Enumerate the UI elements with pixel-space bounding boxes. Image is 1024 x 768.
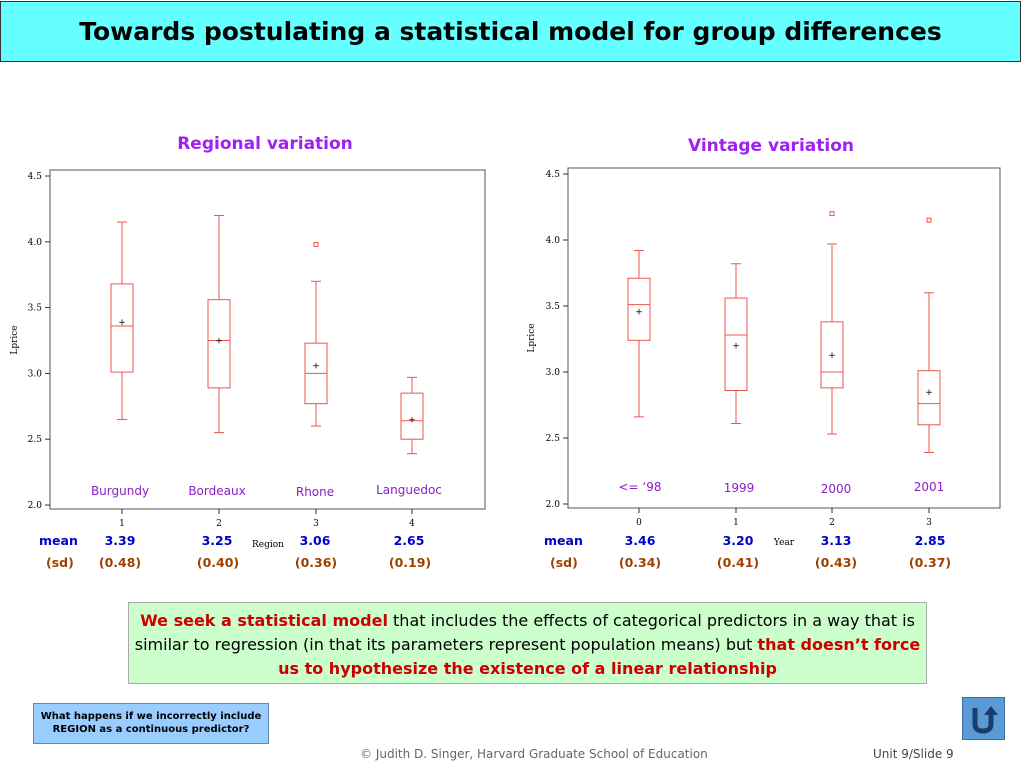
category-label: 2001 (914, 480, 945, 494)
box-iqr (400, 392, 424, 440)
y-tick-label: 2.5 (28, 435, 43, 445)
box-mean-marker: + (635, 307, 643, 317)
y-tick-label: 3.5 (546, 302, 561, 312)
mean-value: 3.13 (820, 533, 852, 548)
question-link-button[interactable]: What happens if we incorrectly include R… (33, 703, 269, 744)
category-label: Languedoc (376, 483, 442, 497)
box-outlier (829, 211, 835, 217)
plot-frame (49, 169, 486, 510)
box-iqr (724, 297, 748, 391)
mean-value: 3.06 (299, 533, 331, 548)
mean-label-regional: mean (39, 533, 78, 548)
y-tick-label: 4.5 (546, 170, 561, 180)
footer-credit: © Judith D. Singer, Harvard Graduate Sch… (360, 747, 708, 761)
callout-highlight-1: We seek a statistical model (140, 611, 388, 630)
return-nav-button[interactable] (962, 697, 1005, 740)
category-label: Rhone (296, 485, 334, 499)
chart-title-regional: Regional variation (177, 134, 353, 154)
footer-slide-number: Unit 9/Slide 9 (873, 747, 954, 761)
mean-value: 3.46 (624, 533, 656, 548)
category-label: <= ‘98 (618, 480, 661, 494)
sd-value: (0.41) (716, 555, 760, 570)
x-tick-label: 2 (216, 519, 222, 529)
mean-value: 2.65 (393, 533, 425, 548)
y-tick-label: 4.5 (28, 172, 43, 182)
box-outlier (926, 217, 932, 223)
plot-frame (567, 167, 1001, 509)
sd-value: (0.34) (618, 555, 662, 570)
box-mean-marker: + (215, 337, 223, 347)
slide-title: Towards postulating a statistical model … (79, 17, 942, 46)
category-label: 2000 (821, 482, 852, 496)
box-mean-marker: + (925, 388, 933, 398)
y-tick-label: 2.0 (28, 501, 43, 511)
y-tick-label: 3.0 (546, 368, 561, 378)
x-tick-label: 3 (313, 519, 319, 529)
box-iqr (207, 299, 231, 389)
x-tick-label: 3 (926, 518, 932, 528)
callout-highlight-2: that doesn’t force us to hypothesize the… (278, 635, 921, 678)
x-axis-label: Year (773, 538, 795, 548)
callout-text: that includes the effects of categorical… (134, 611, 915, 654)
y-tick-label: 2.5 (546, 434, 561, 444)
x-tick-label: 1 (733, 518, 739, 528)
mean-label-vintage: mean (544, 533, 583, 548)
box-mean-marker: + (732, 342, 740, 352)
box-mean-marker: + (312, 362, 320, 372)
sd-value: (0.19) (388, 555, 432, 570)
box-mean-marker: + (828, 351, 836, 361)
y-tick-label: 4.0 (546, 236, 561, 246)
chart-title-vintage: Vintage variation (688, 136, 854, 156)
box-iqr (110, 283, 134, 373)
y-axis-label: Lprice (10, 325, 20, 354)
box-iqr (820, 321, 844, 389)
x-tick-label: 4 (409, 519, 415, 529)
category-label: 1999 (724, 481, 755, 495)
box-iqr (627, 277, 651, 341)
x-tick-label: 0 (636, 518, 642, 528)
return-arrow-icon (972, 706, 998, 734)
y-tick-label: 3.0 (28, 369, 43, 379)
x-axis-label: Region (252, 540, 284, 550)
category-label: Bordeaux (188, 484, 245, 498)
sd-label-regional: (sd) (46, 555, 74, 570)
sd-value: (0.48) (98, 555, 142, 570)
slide-title-bar: Towards postulating a statistical model … (0, 1, 1021, 62)
y-tick-label: 4.0 (28, 238, 43, 248)
box-mean-marker: + (118, 318, 126, 328)
y-tick-label: 3.5 (28, 304, 43, 314)
sd-value: (0.37) (908, 555, 952, 570)
sd-value: (0.36) (294, 555, 338, 570)
mean-value: 3.25 (201, 533, 233, 548)
sd-label-vintage: (sd) (550, 555, 578, 570)
mean-value: 2.85 (914, 533, 946, 548)
box-mean-marker: + (408, 415, 416, 425)
box-iqr (917, 370, 941, 426)
x-tick-label: 2 (829, 518, 835, 528)
y-axis-label: Lprice (527, 323, 537, 352)
sd-value: (0.40) (196, 555, 240, 570)
mean-value: 3.39 (104, 533, 136, 548)
mean-value: 3.20 (722, 533, 754, 548)
callout-box: We seek a statistical model that include… (128, 602, 927, 684)
box-outlier (313, 241, 319, 247)
sd-value: (0.43) (814, 555, 858, 570)
x-tick-label: 1 (119, 519, 125, 529)
y-tick-label: 2.0 (546, 500, 561, 510)
category-label: Burgundy (91, 484, 149, 498)
